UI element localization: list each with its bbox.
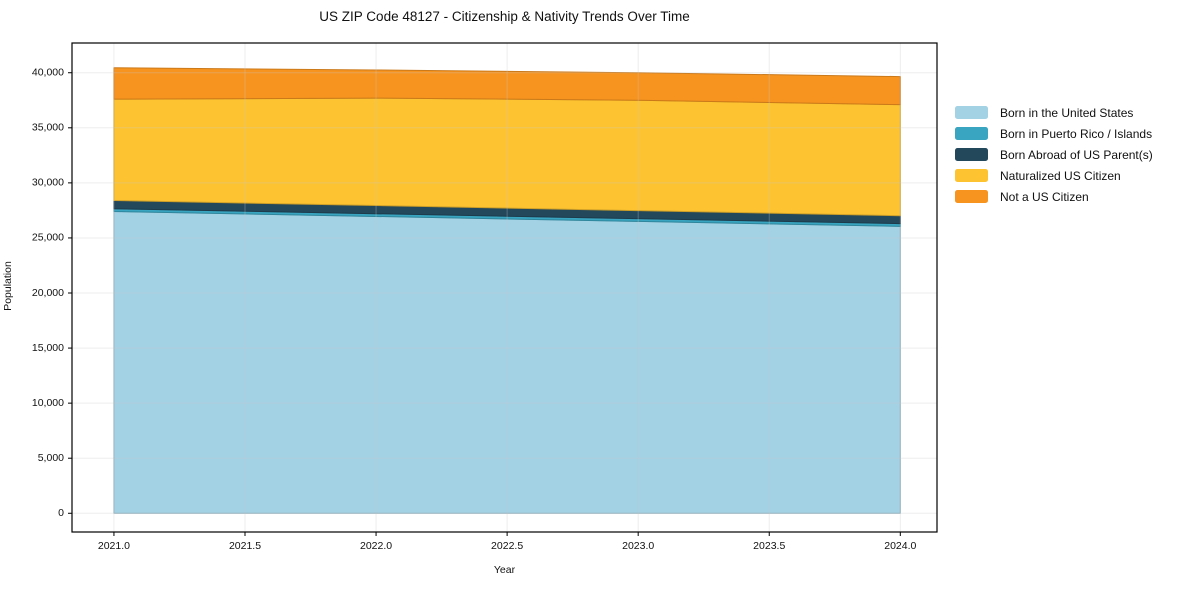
legend-item: Born Abroad of US Parent(s) [955,144,1153,165]
x-tick-label: 2021.5 [229,540,261,552]
legend-label: Naturalized US Citizen [1000,168,1121,183]
legend-item: Naturalized US Citizen [955,165,1153,186]
legend-item: Born in Puerto Rico / Islands [955,123,1153,144]
legend-item: Not a US Citizen [955,186,1153,207]
legend-swatch [955,127,988,140]
legend-label: Born Abroad of US Parent(s) [1000,147,1153,162]
legend-label: Not a US Citizen [1000,189,1089,204]
y-tick-label: 40,000 [32,67,64,79]
x-tick-label: 2022.0 [360,540,392,552]
plot-frame [71,42,938,533]
y-tick-label: 5,000 [38,452,64,464]
x-tick-label: 2024.0 [884,540,916,552]
legend-swatch [955,106,988,119]
y-tick-label: 25,000 [32,232,64,244]
y-axis-label: Population [2,261,14,311]
chart-title: US ZIP Code 48127 - Citizenship & Nativi… [319,9,690,24]
legend-label: Born in the United States [1000,105,1134,120]
x-tick-label: 2023.0 [622,540,654,552]
legend: Born in the United States Born in Puerto … [955,102,1153,207]
x-tick-label: 2021.0 [98,540,130,552]
legend-item: Born in the United States [955,102,1153,123]
legend-swatch [955,190,988,203]
x-tick-label: 2022.5 [491,540,523,552]
legend-swatch [955,169,988,182]
y-tick-label: 20,000 [32,287,64,299]
y-tick-label: 30,000 [32,177,64,189]
y-tick-label: 0 [58,507,64,519]
area-series-not-a-us-citizen [113,67,901,106]
legend-label: Born in Puerto Rico / Islands [1000,126,1153,141]
x-axis-label: Year [493,564,516,576]
legend-swatch [955,148,988,161]
y-tick-label: 15,000 [32,342,64,354]
y-tick-label: 10,000 [32,397,64,409]
y-tick-label: 35,000 [32,122,64,134]
x-tick-label: 2023.5 [753,540,785,552]
